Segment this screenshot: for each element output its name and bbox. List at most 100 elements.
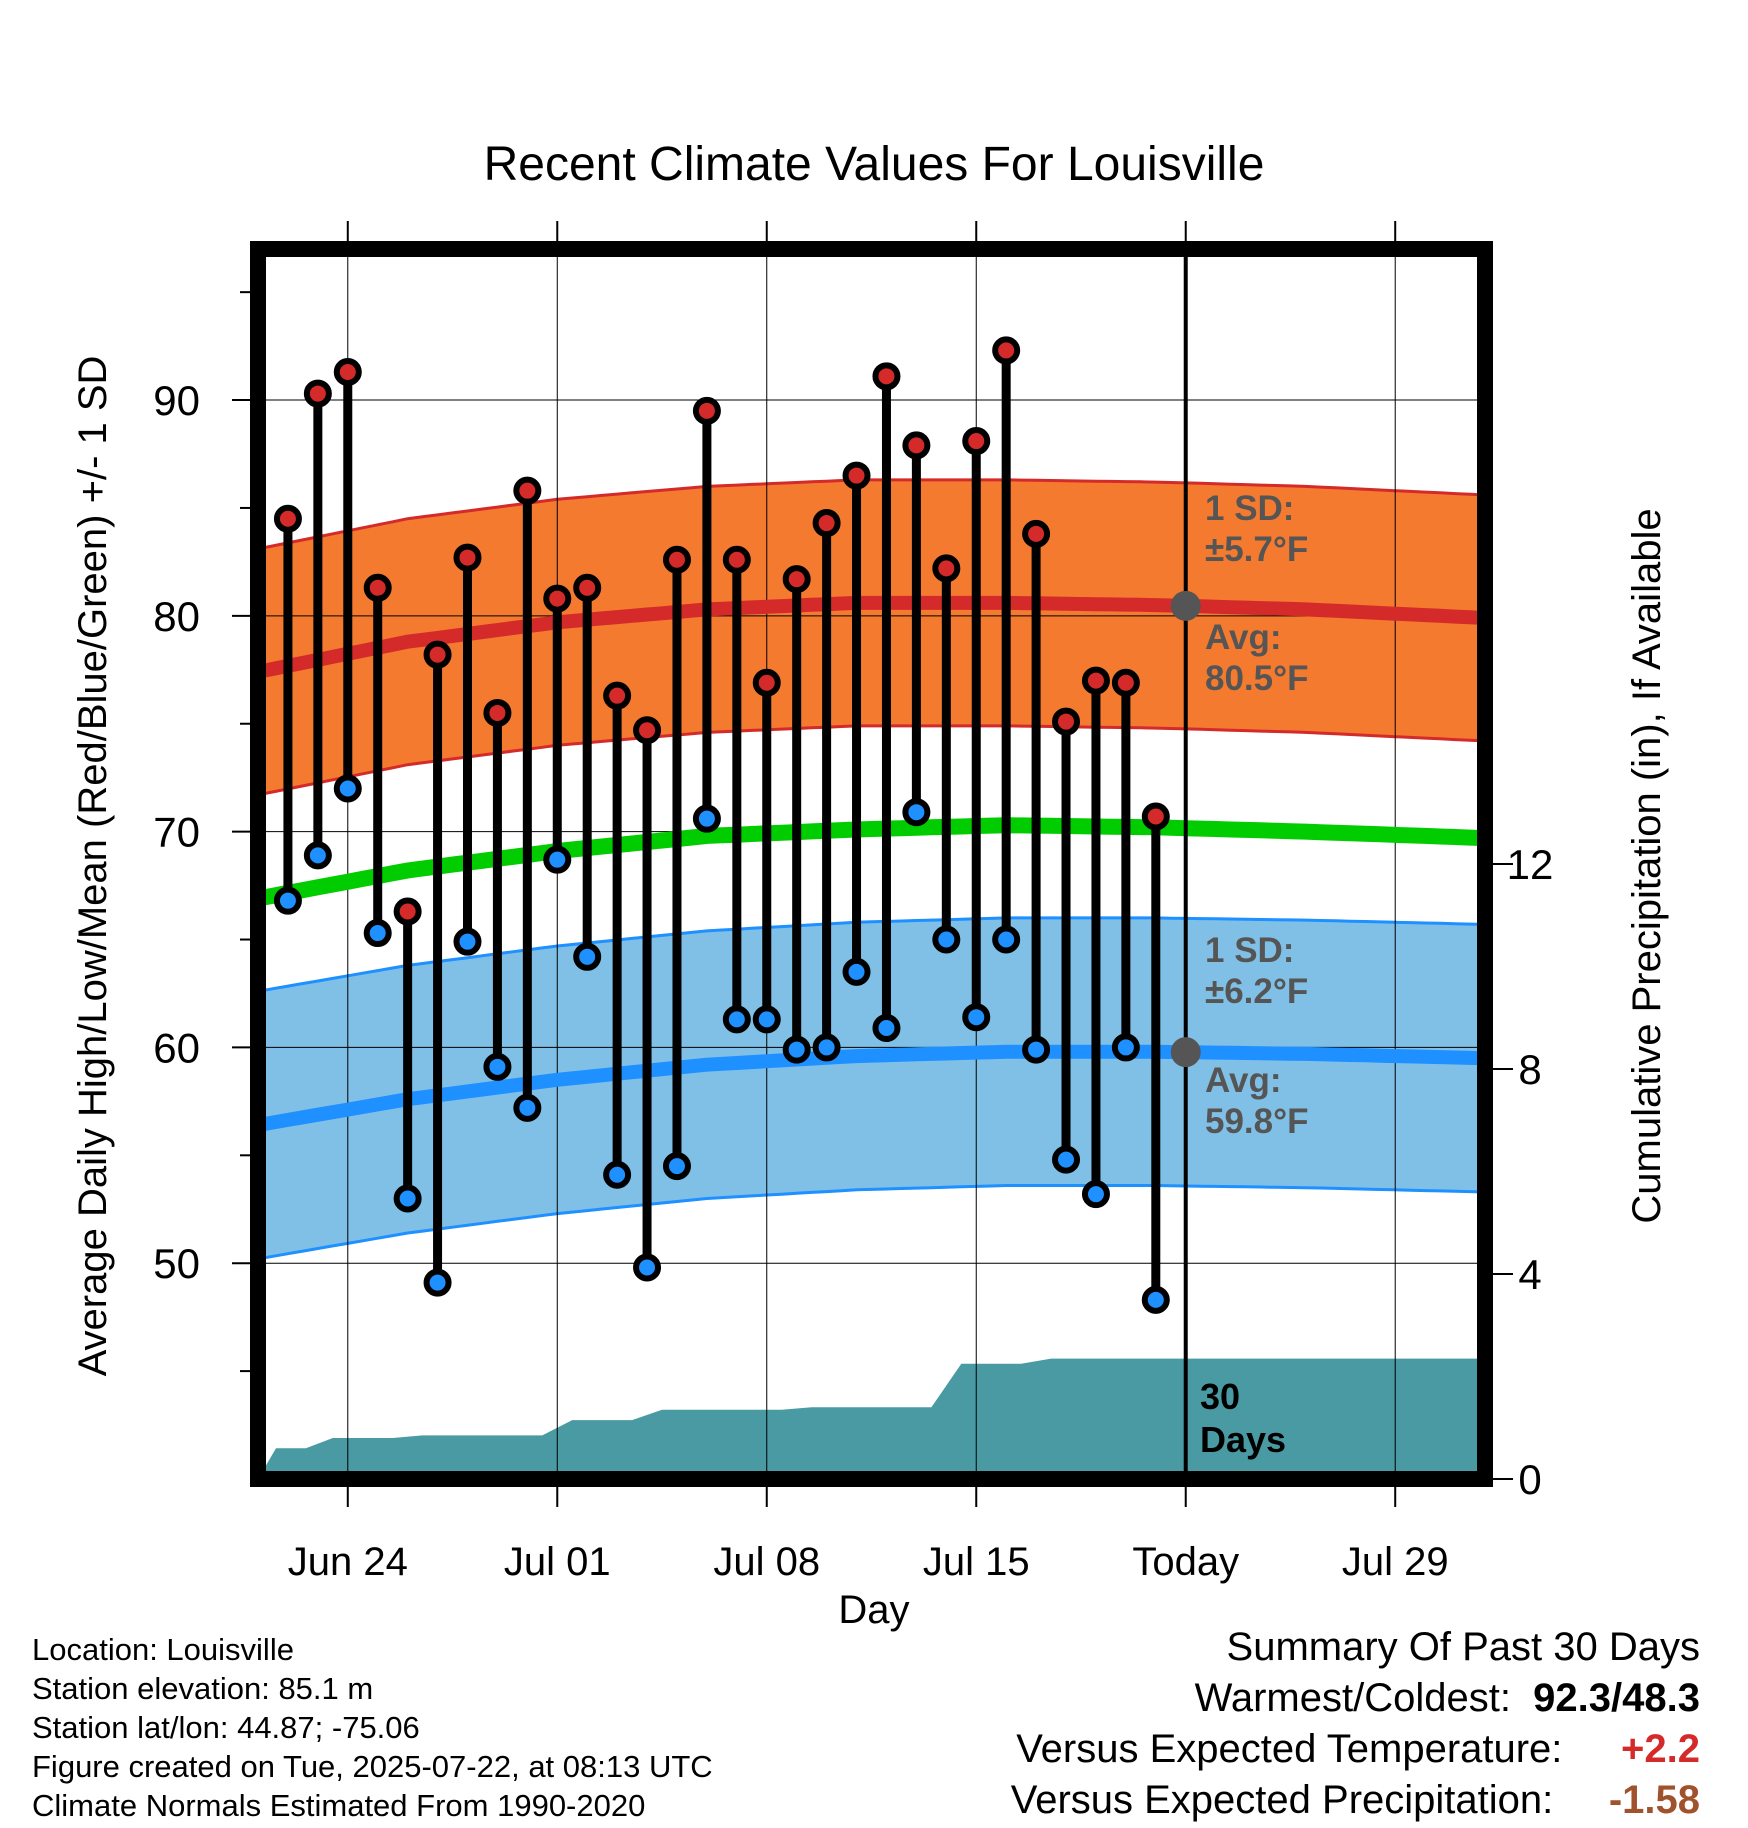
daily-high-point [752, 668, 781, 697]
annotations: 1 SD: ±5.7°F Avg: 80.5°F 1 SD: ±6.2°F Av… [1200, 489, 1309, 1460]
normal-low-line [258, 1044, 1485, 1132]
y-axis-label: Average Daily High/Low/Mean (Red/Blue/Gr… [71, 356, 115, 1377]
daily-high-point [932, 554, 961, 583]
high-avg-label: Avg: [1205, 618, 1281, 657]
station-info: Location: Louisville Station elevation: … [32, 1630, 713, 1825]
normal-mean-line [258, 817, 1485, 907]
daily-low-point [812, 1033, 841, 1062]
daily-low-point [962, 1003, 991, 1032]
daily-low-point [333, 774, 362, 803]
daily-low-point [573, 942, 602, 971]
plot-frame [250, 241, 1493, 1487]
daily-high-point [453, 543, 482, 572]
warmest-value: 92.3/48.3 [1533, 1676, 1700, 1720]
daily-low-point [543, 845, 572, 874]
daily-high-point [1111, 668, 1140, 697]
daily-low-point [662, 1152, 691, 1181]
daily-high-point [692, 396, 721, 425]
low-sd-band [258, 916, 1485, 1261]
daily-low-point [992, 925, 1021, 954]
daily-high-point [662, 545, 691, 574]
daily-high-point [1052, 707, 1081, 736]
summary-temp-row: Versus Expected Temperature: +2.2 [1011, 1724, 1700, 1775]
daily-high-point [812, 509, 841, 538]
daily-low-point [363, 919, 392, 948]
daily-low-point [1141, 1285, 1170, 1314]
warmest-label: Warmest/Coldest: [1194, 1676, 1511, 1720]
daily-low-point [423, 1268, 452, 1297]
daily-low-point [273, 886, 302, 915]
daily-low-point [1052, 1145, 1081, 1174]
x-tick-label: Jul 15 [923, 1540, 1030, 1584]
x-tick-label: Jul 01 [504, 1540, 611, 1584]
daily-low-point [483, 1052, 512, 1081]
summary-warmest-row: Warmest/Coldest: 92.3/48.3 [1011, 1673, 1700, 1724]
daily-low-point [782, 1035, 811, 1064]
created-text: Figure created on Tue, 2025-07-22, at 08… [32, 1749, 713, 1784]
latlon-text: Station lat/lon: 44.87; -75.06 [32, 1710, 420, 1745]
normals-text: Climate Normals Estimated From 1990-2020 [32, 1788, 646, 1823]
chart-title: Recent Climate Values For Louisville [484, 138, 1265, 191]
daily-low-point [722, 1005, 751, 1034]
daily-high-point [333, 358, 362, 386]
daily-low-point [692, 804, 721, 833]
daily-high-point [992, 336, 1021, 365]
y-tick-label: 50 [153, 1240, 200, 1287]
daily-high-point [1022, 519, 1051, 548]
daily-high-point [872, 362, 901, 391]
precip-label: Versus Expected Precipitation: [1010, 1778, 1554, 1822]
daily-low-point [932, 925, 961, 954]
plot-content [258, 249, 1485, 1479]
daily-low-point [842, 957, 871, 986]
low-avg-label: Avg: [1205, 1061, 1281, 1100]
daily-high-point [273, 504, 302, 533]
y2-tick-label: 8 [1518, 1046, 1541, 1093]
daily-high-point [483, 698, 512, 727]
daily-high-point [1141, 802, 1170, 831]
high-avg-value: 80.5°F [1205, 659, 1309, 698]
daily-high-point [1081, 666, 1110, 695]
high-sd-value: ±5.7°F [1205, 530, 1308, 569]
precip-value: -1.58 [1608, 1778, 1700, 1822]
axes: 50 60 70 80 90 0 4 8 12 Jun 24 Jul 01 Jul 08 Jul 15 T… [153, 221, 1553, 1584]
y-tick-label: 70 [153, 809, 200, 856]
daily-high-point [782, 565, 811, 594]
y2-axis-label: Cumulative Precipitation (in), If Availa… [1625, 508, 1669, 1223]
daily-high-point [603, 681, 632, 710]
low-sd-label: 1 SD: [1205, 931, 1294, 970]
daily-high-point [902, 431, 931, 460]
summary-title: Summary Of Past 30 Days [1226, 1625, 1700, 1669]
precip-area [258, 1358, 1485, 1479]
daily-high-point [573, 573, 602, 602]
x-axis-label: Day [838, 1588, 909, 1632]
daily-low-point [902, 798, 931, 827]
y-tick-label: 80 [153, 593, 200, 640]
daily-low-point [1111, 1033, 1140, 1062]
high-sd-label: 1 SD: [1205, 489, 1294, 528]
daily-low-point [303, 841, 332, 870]
daily-low-point [872, 1014, 901, 1042]
plot-area [258, 249, 1485, 1479]
daily-high-point [722, 545, 751, 574]
daily-low-point [1081, 1180, 1110, 1209]
x-tick-label: Jun 24 [288, 1540, 408, 1584]
x-tick-label: Jul 08 [713, 1540, 820, 1584]
location-text: Location: Louisville [32, 1632, 294, 1667]
daily-low-point [393, 1184, 422, 1213]
daily-high-point [303, 379, 332, 408]
y-tick-label: 60 [153, 1024, 200, 1071]
daily-high-point [363, 573, 392, 602]
daily-low-point [603, 1160, 632, 1189]
today-low-avg-marker [1170, 1037, 1201, 1068]
temp-label: Versus Expected Temperature: [1016, 1727, 1563, 1771]
x-tick-label: Today [1132, 1540, 1239, 1584]
daily-high-point [543, 584, 572, 613]
y2-tick-label: 12 [1507, 841, 1554, 888]
days-label-1: 30 [1200, 1376, 1240, 1417]
daily-low-point [1022, 1035, 1051, 1064]
daily-high-point [633, 716, 662, 745]
summary-precip-row: Versus Expected Precipitation: -1.58 [1011, 1775, 1700, 1826]
y2-tick-label: 4 [1518, 1251, 1541, 1298]
daily-high-point [393, 897, 422, 926]
